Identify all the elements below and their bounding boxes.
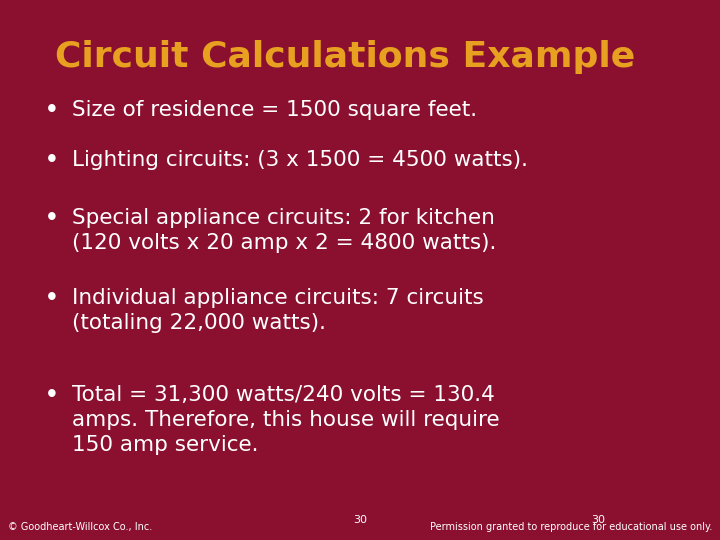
- Text: •: •: [45, 385, 59, 405]
- Text: Special appliance circuits: 2 for kitchen
(120 volts x 20 amp x 2 = 4800 watts).: Special appliance circuits: 2 for kitche…: [72, 208, 496, 253]
- Text: •: •: [45, 288, 59, 308]
- Text: Individual appliance circuits: 7 circuits
(totaling 22,000 watts).: Individual appliance circuits: 7 circuit…: [72, 288, 484, 333]
- Text: •: •: [45, 100, 59, 120]
- Text: Circuit Calculations Example: Circuit Calculations Example: [55, 40, 635, 74]
- Text: •: •: [45, 150, 59, 170]
- Text: 30: 30: [353, 515, 367, 525]
- Text: © Goodheart-Willcox Co., Inc.: © Goodheart-Willcox Co., Inc.: [8, 522, 152, 532]
- Text: Total = 31,300 watts/240 volts = 130.4
amps. Therefore, this house will require
: Total = 31,300 watts/240 volts = 130.4 a…: [72, 385, 500, 455]
- Text: •: •: [45, 208, 59, 228]
- Text: 30: 30: [591, 515, 605, 525]
- Text: Size of residence = 1500 square feet.: Size of residence = 1500 square feet.: [72, 100, 477, 120]
- Text: Permission granted to reproduce for educational use only.: Permission granted to reproduce for educ…: [430, 522, 712, 532]
- Text: Lighting circuits: (3 x 1500 = 4500 watts).: Lighting circuits: (3 x 1500 = 4500 watt…: [72, 150, 528, 170]
